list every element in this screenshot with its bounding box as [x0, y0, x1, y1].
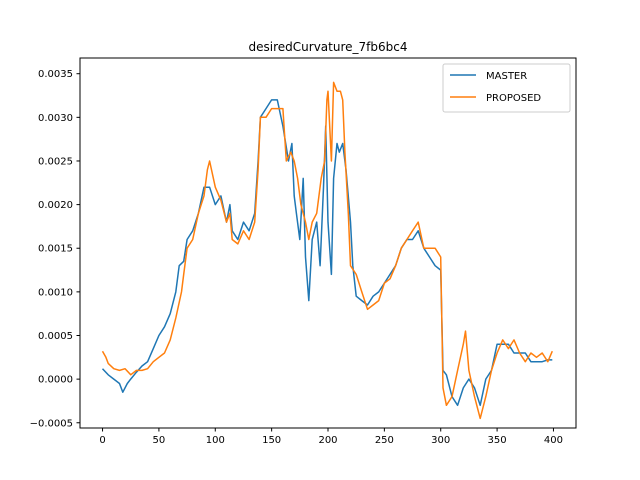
series-layer	[101, 81, 553, 420]
series-line-master	[101, 99, 553, 407]
x-tick-label: 0	[99, 435, 105, 446]
y-tick-label: 0.0015	[38, 244, 73, 255]
x-tick-label: 100	[206, 435, 225, 446]
x-tick-label: 250	[375, 435, 394, 446]
y-tick-label: 0.0000	[38, 375, 73, 386]
x-tick-label: 350	[488, 435, 507, 446]
x-tick-label: 200	[318, 435, 337, 446]
y-tick-label: 0.0030	[38, 113, 73, 124]
chart-title: desiredCurvature_7fb6bc4	[249, 40, 408, 54]
x-tick-label: 150	[262, 435, 281, 446]
x-tick-label: 400	[544, 435, 563, 446]
legend-box	[442, 63, 571, 113]
legend-label-proposed: PROPOSED	[486, 93, 541, 104]
y-tick-label: 0.0035	[38, 69, 73, 80]
y-axis: −0.0005 0.0000 0.0005 0.0010 0.0015 0.0020 0.0…	[30, 69, 80, 429]
series-line-proposed	[101, 81, 553, 420]
x-axis: 0 50 100 150 200 250 300 350 400	[99, 428, 563, 446]
y-tick-label: 0.0025	[38, 156, 73, 167]
y-tick-label: −0.0005	[30, 418, 73, 429]
x-tick-label: 50	[153, 435, 166, 446]
legend: MASTER PROPOSED	[442, 63, 571, 113]
y-tick-label: 0.0010	[38, 287, 73, 298]
y-tick-label: 0.0020	[38, 200, 73, 211]
x-tick-label: 300	[431, 435, 450, 446]
legend-label-master: MASTER	[486, 71, 527, 82]
y-tick-label: 0.0005	[38, 331, 73, 342]
